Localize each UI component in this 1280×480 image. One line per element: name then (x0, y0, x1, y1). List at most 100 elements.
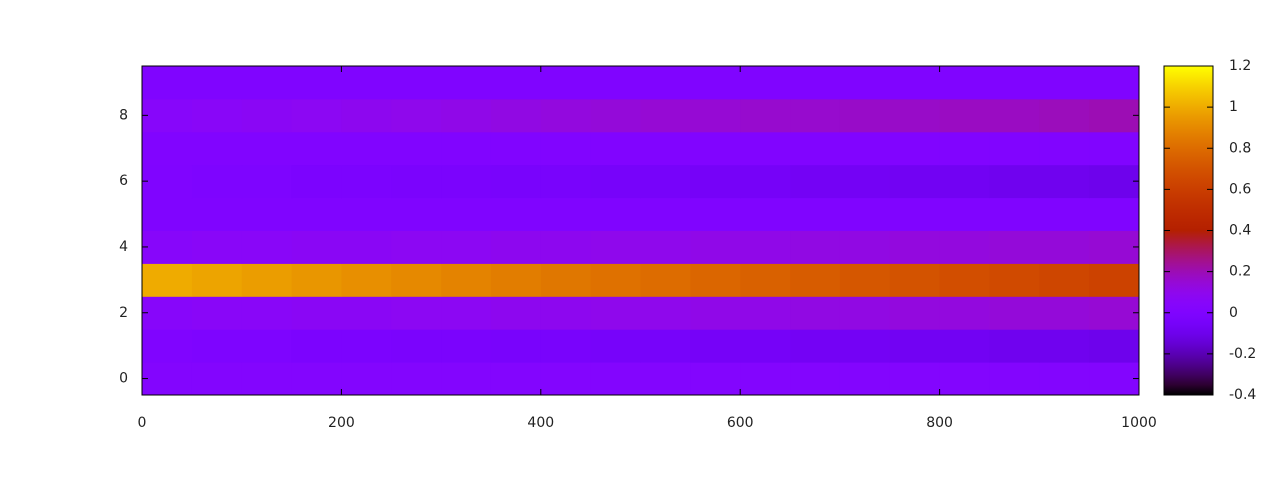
cell (690, 131, 741, 166)
cell (191, 131, 243, 166)
cell (241, 263, 293, 297)
cell (1039, 66, 1090, 100)
cell (640, 362, 691, 396)
x-tick-label: 800 (926, 415, 953, 431)
cell (142, 230, 193, 264)
cell (640, 329, 691, 363)
cell (191, 329, 243, 363)
cell (142, 263, 193, 297)
cell (490, 263, 542, 297)
cell (889, 66, 941, 100)
cell (291, 296, 342, 330)
cell (1089, 263, 1140, 297)
cell (590, 362, 641, 396)
colorbar (1163, 65, 1214, 396)
cell (391, 362, 442, 396)
cell (939, 164, 990, 199)
cell (441, 131, 492, 166)
cell (1089, 296, 1140, 330)
cell (889, 131, 941, 166)
cell (142, 296, 193, 330)
cell (540, 197, 592, 231)
cell (1089, 329, 1140, 363)
cell (191, 263, 243, 297)
cell (391, 329, 442, 363)
cell (490, 164, 542, 199)
cell (690, 362, 741, 396)
cell (590, 98, 641, 133)
cell (790, 263, 841, 297)
cell (391, 131, 442, 166)
cell (1039, 131, 1090, 166)
cell (939, 131, 990, 166)
cell (939, 230, 990, 264)
cell (241, 230, 293, 264)
cell (490, 66, 542, 100)
cell (939, 66, 990, 100)
cell (291, 197, 342, 231)
cell (590, 66, 641, 100)
cell (690, 329, 741, 363)
cell (590, 329, 641, 363)
cell (740, 362, 791, 396)
cell (241, 362, 293, 396)
cell (740, 98, 791, 133)
cell (839, 164, 891, 199)
cell (142, 66, 193, 100)
cell (241, 164, 293, 199)
cell (590, 230, 641, 264)
cell (1039, 296, 1090, 330)
cell (790, 296, 841, 330)
cell (690, 263, 741, 297)
cell (690, 164, 741, 199)
cell (939, 329, 990, 363)
cell (640, 66, 691, 100)
cell (839, 263, 891, 297)
cell (291, 131, 342, 166)
cell (889, 98, 941, 133)
cell (241, 131, 293, 166)
cell (1089, 362, 1140, 396)
cell (640, 197, 691, 231)
cell (790, 230, 841, 264)
cell (989, 230, 1040, 264)
cell (989, 197, 1040, 231)
cell (490, 98, 542, 133)
cell (540, 98, 592, 133)
colorbar-tick-label: 1.2 (1229, 58, 1251, 74)
cell (391, 296, 442, 330)
cell (889, 296, 941, 330)
cell (640, 230, 691, 264)
x-tick-label: 600 (727, 415, 754, 431)
cell (490, 329, 542, 363)
cell (839, 230, 891, 264)
cell (391, 263, 442, 297)
cell (790, 98, 841, 133)
cell (391, 164, 442, 199)
cell (191, 296, 243, 330)
x-tick-label: 0 (138, 415, 147, 431)
cell (590, 263, 641, 297)
cell (839, 296, 891, 330)
cell (690, 197, 741, 231)
cell (889, 164, 941, 199)
cell (490, 197, 542, 231)
cell (441, 329, 492, 363)
cell (590, 131, 641, 166)
cell (889, 263, 941, 297)
cell (590, 164, 641, 199)
cell (142, 164, 193, 199)
cell (1039, 230, 1090, 264)
colorbar-tick-label: 0.8 (1229, 140, 1251, 156)
cell (889, 197, 941, 231)
colorbar-tick-label: 0 (1229, 305, 1238, 321)
cell (241, 197, 293, 231)
cell (540, 329, 592, 363)
cell (191, 362, 243, 396)
cell (690, 66, 741, 100)
cell (640, 131, 691, 166)
cell (740, 197, 791, 231)
cell (441, 98, 492, 133)
